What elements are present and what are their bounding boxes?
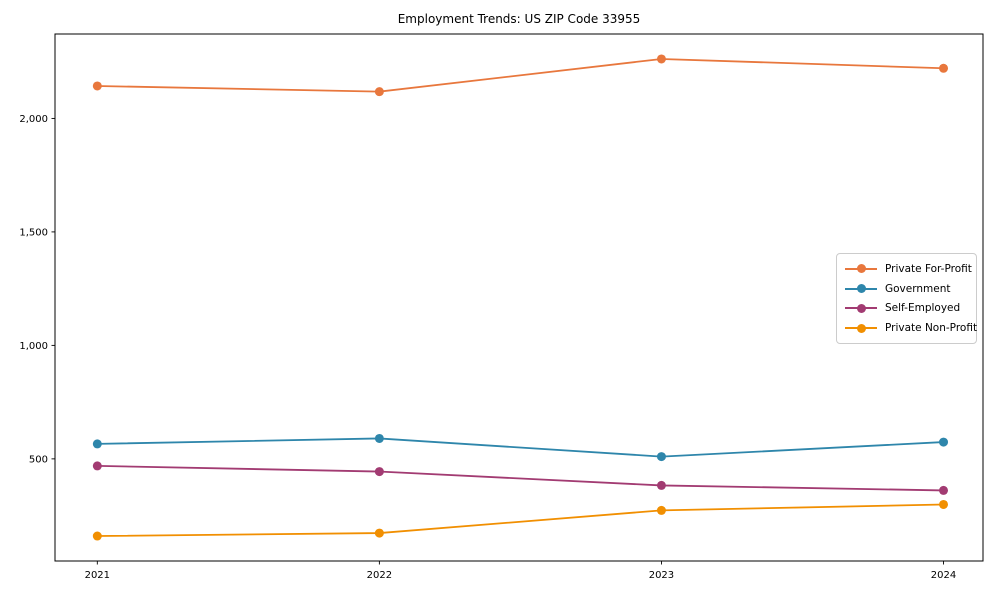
y-tick-label: 500	[29, 454, 48, 465]
data-point-marker	[939, 499, 949, 509]
y-tick-label: 2,000	[19, 114, 48, 125]
data-point-marker	[92, 531, 102, 541]
series-line	[96, 503, 945, 537]
legend-label: Private For-Profit	[885, 262, 972, 275]
data-point-marker	[92, 439, 102, 449]
x-tick-label: 2024	[931, 570, 956, 581]
legend-dot-icon	[856, 303, 866, 313]
data-point-marker	[92, 461, 102, 471]
y-tick-label: 1,500	[19, 227, 48, 238]
x-tick-label: 2023	[649, 570, 674, 581]
data-point-marker	[656, 54, 666, 64]
data-point-marker	[656, 452, 666, 462]
legend-item: Private Non-Profit	[845, 321, 977, 336]
data-point-marker	[374, 433, 384, 443]
legend-item: Private For-Profit	[845, 261, 972, 276]
data-point-marker	[656, 480, 666, 490]
data-point-marker	[939, 485, 949, 495]
series-line	[96, 437, 945, 458]
legend-dot-icon	[856, 323, 866, 333]
y-tick-label: 1,000	[19, 341, 48, 352]
legend-item: Self-Employed	[845, 301, 968, 316]
data-point-marker	[656, 505, 666, 515]
data-point-marker	[374, 467, 384, 477]
legend-line-marker-icon	[845, 323, 877, 333]
x-tick-label: 2021	[85, 570, 110, 581]
data-point-marker	[939, 437, 949, 447]
data-point-marker	[374, 528, 384, 538]
legend-dot-icon	[856, 284, 866, 294]
series-line	[96, 58, 945, 93]
legend-label: Self-Employed	[885, 302, 961, 315]
legend-item: Government	[845, 281, 968, 296]
data-point-marker	[374, 87, 384, 97]
legend: Private For-Profit Government Self-Emplo…	[836, 253, 977, 344]
x-tick-label: 2022	[367, 570, 392, 581]
legend-line-marker-icon	[845, 264, 877, 274]
legend-line-marker-icon	[845, 303, 877, 313]
data-point-marker	[92, 81, 102, 91]
legend-dot-icon	[856, 264, 866, 274]
plot-border	[54, 33, 984, 562]
legend-line-marker-icon	[845, 284, 877, 294]
chart-title: Employment Trends: US ZIP Code 33955	[397, 12, 641, 26]
legend-label: Government	[885, 282, 951, 295]
series-line	[96, 465, 945, 492]
legend-label: Private Non-Profit	[885, 322, 978, 335]
data-point-marker	[939, 63, 949, 73]
